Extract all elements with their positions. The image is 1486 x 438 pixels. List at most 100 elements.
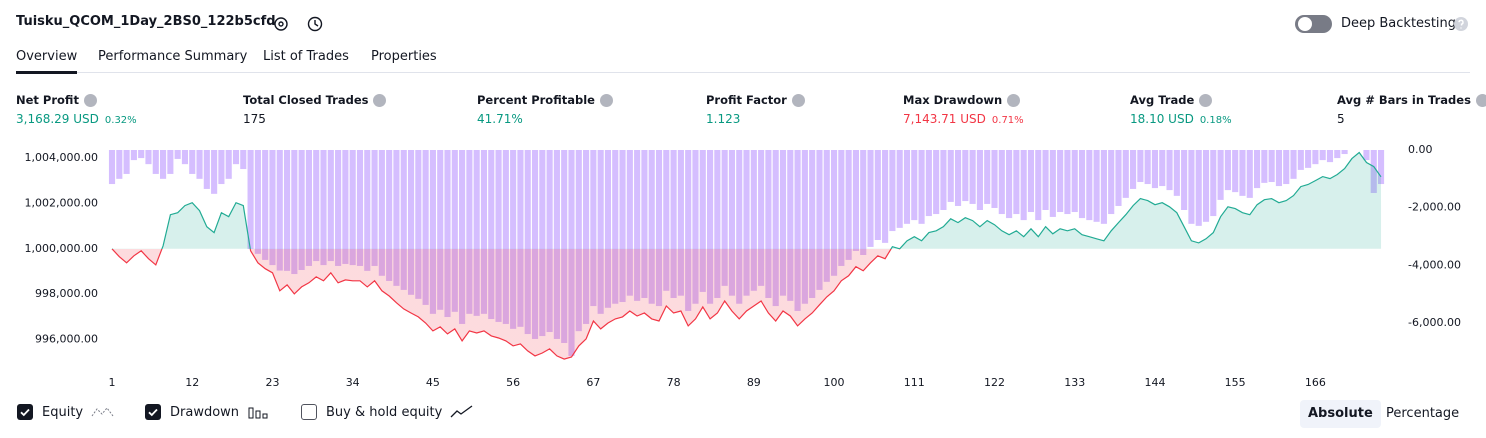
metric-value: 175 <box>243 112 266 126</box>
drawdown-bar <box>1363 150 1370 161</box>
metric-percent: 0.71% <box>991 115 1024 126</box>
metric: Avg # Bars in Trades 5 <box>1337 93 1486 126</box>
drawdown-bar <box>1100 150 1107 224</box>
info-icon[interactable] <box>1007 93 1021 107</box>
check <box>20 408 30 417</box>
info-icon[interactable] <box>791 93 805 107</box>
x-tick-label: 45 <box>426 376 440 389</box>
drawdown-bar <box>882 150 889 243</box>
metric-value-row: 3,168.29 USD 0.32% <box>16 112 137 126</box>
drawdown-bar <box>1283 150 1290 185</box>
drawdown-bar <box>1159 150 1166 187</box>
drawdown-bar <box>327 150 334 262</box>
checkbox[interactable] <box>145 404 161 420</box>
x-tick-label: 89 <box>747 376 761 389</box>
drawdown-bar <box>108 150 116 185</box>
drawdown-bar <box>1144 150 1151 185</box>
drawdown-bar <box>232 150 240 165</box>
deep-backtesting-toggle[interactable] <box>1295 14 1333 34</box>
drawdown-bar <box>407 150 415 295</box>
metric-label-row: Total Closed Trades <box>243 93 387 107</box>
legend-label: Equity <box>42 404 84 420</box>
legend-toggle[interactable]: Buy & hold equity <box>301 404 474 420</box>
drawdown-bar <box>218 150 225 185</box>
drawdown-bar <box>167 150 174 174</box>
view-mode-button[interactable]: Absolute <box>1300 400 1381 428</box>
drawdown-bar <box>1042 150 1049 210</box>
metric-label: Avg Trade <box>1130 93 1195 107</box>
drawdown-bar <box>305 150 312 266</box>
drawdown-bar <box>604 150 612 308</box>
y2-tick-label: -6,000.00 <box>1408 316 1461 329</box>
checkbox[interactable] <box>17 404 33 420</box>
drawdown-bar <box>947 150 954 202</box>
drawdown-bar <box>685 150 692 311</box>
drawdown-bar <box>116 150 123 179</box>
x-tick-label: 144 <box>1144 376 1165 389</box>
info-icon[interactable] <box>599 93 613 107</box>
metric-label: Profit Factor <box>706 93 787 107</box>
legend-icon <box>91 405 115 419</box>
checkbox[interactable] <box>301 404 317 420</box>
drawdown-bar <box>1377 150 1385 185</box>
drawdown-bar <box>823 150 830 282</box>
tab[interactable]: Overview <box>16 49 78 64</box>
metric-label-row: Net Profit <box>16 93 137 107</box>
legend-icon <box>247 405 269 419</box>
drawdown-bar <box>721 150 728 286</box>
drawdown-bar <box>1202 150 1210 222</box>
drawdown-bar <box>940 150 947 210</box>
drawdown-bar <box>575 150 582 332</box>
x-tick-label: 78 <box>667 376 681 389</box>
drawdown-bar <box>378 150 385 276</box>
drawdown-bar <box>1261 150 1268 183</box>
deep-backtesting-label: Deep Backtesting <box>1341 16 1457 31</box>
tab[interactable]: Properties <box>371 49 437 64</box>
tab[interactable]: List of Trades <box>263 49 349 64</box>
drawdown-bar <box>692 150 699 304</box>
legend-toggle[interactable]: Drawdown <box>145 404 269 420</box>
drawdown-bar <box>1275 150 1283 187</box>
drawdown-bar <box>1305 150 1312 168</box>
metric-label: Max Drawdown <box>903 93 1003 107</box>
drawdown-bar <box>189 150 196 174</box>
drawdown-bar <box>583 150 590 324</box>
drawdown-bar <box>1035 150 1042 221</box>
info-icon[interactable] <box>83 93 97 107</box>
x-tick-label: 155 <box>1225 376 1246 389</box>
y-tick-label: 1,002,000.00 <box>25 196 98 209</box>
metric: Max Drawdown 7,143.71 USD 0.71% <box>903 93 1024 126</box>
drawdown-bar <box>225 150 232 179</box>
drawdown-bar <box>991 150 998 208</box>
drawdown-bar <box>211 150 218 194</box>
legend-icon <box>450 405 474 419</box>
help-icon[interactable] <box>1453 16 1469 32</box>
drawdown-bar <box>371 150 378 266</box>
drawdown-bar <box>174 150 181 159</box>
drawdown-bar <box>473 150 480 316</box>
drawdown-bar <box>1319 150 1326 161</box>
view-mode-button[interactable]: Percentage <box>1386 406 1460 421</box>
tab[interactable]: Performance Summary <box>98 49 248 64</box>
drawdown-bar <box>860 150 867 255</box>
drawdown-bar <box>386 150 393 281</box>
metric-value-row: 5 <box>1337 112 1486 126</box>
title-icons[interactable] <box>271 14 331 34</box>
x-tick-label: 23 <box>265 376 279 389</box>
drawdown-bar <box>663 150 670 291</box>
drawdown-bar <box>320 150 327 266</box>
drawdown-bar <box>830 150 838 276</box>
drawdown-bar <box>356 150 364 266</box>
info-icon[interactable] <box>373 93 387 107</box>
drawdown-bar <box>714 150 721 298</box>
drawdown-bar <box>276 150 283 271</box>
info-icon[interactable] <box>1475 93 1486 107</box>
active-tab-underline <box>16 71 78 74</box>
legend-toggle[interactable]: Equity <box>17 404 115 420</box>
info-icon[interactable] <box>1199 93 1213 107</box>
drawdown-bar <box>728 150 736 296</box>
drawdown-bar <box>364 150 371 271</box>
drawdown-bar <box>1078 150 1086 219</box>
